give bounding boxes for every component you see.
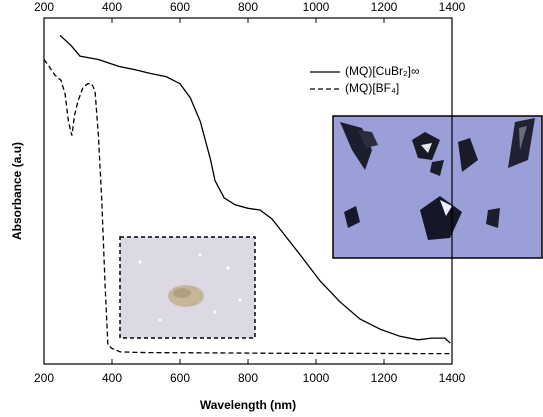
- inset-photo-powder: [119, 236, 256, 339]
- inset-photo-crystals: [332, 115, 543, 259]
- x-tick-label: 400: [102, 371, 122, 385]
- x-tick-label: 1200: [371, 371, 398, 385]
- x-tick-label: 600: [170, 371, 190, 385]
- x-top-tick-label: 400: [102, 0, 122, 14]
- x-axis-label: Wavelength (nm): [200, 398, 296, 412]
- legend-label: (MQ)[BF₄]: [345, 81, 399, 95]
- x-top-tick-label: 1400: [439, 0, 466, 14]
- x-top-tick-label: 1200: [371, 0, 398, 14]
- x-tick-label: 1000: [303, 371, 330, 385]
- x-tick-label: 1400: [439, 371, 466, 385]
- x-tick-label: 200: [34, 371, 54, 385]
- x-top-tick-label: 1000: [303, 0, 330, 14]
- series-line: [43, 59, 452, 355]
- x-top-tick-label: 600: [170, 0, 190, 14]
- x-top-tick-label: 200: [34, 0, 54, 14]
- x-tick-label: 800: [238, 371, 258, 385]
- legend-label: (MQ)[CuBr₂]∞: [345, 64, 420, 78]
- series-line: [59, 34, 451, 344]
- y-axis-label: Absorbance (a.u): [10, 142, 24, 240]
- x-top-tick-label: 800: [238, 0, 258, 14]
